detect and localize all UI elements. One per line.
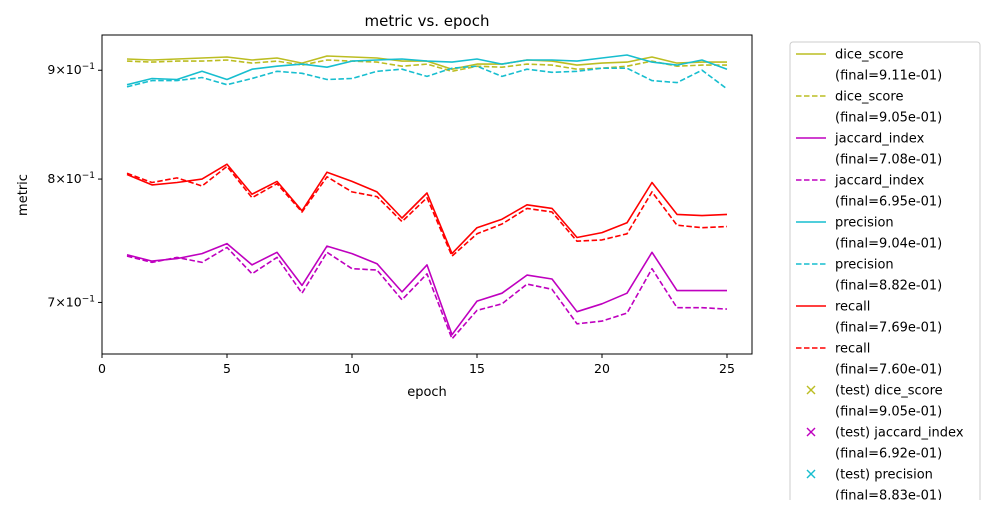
series-line-recall-dashed <box>126 165 728 257</box>
legend-item-test-dice-score-label: (test) dice_score <box>835 384 943 399</box>
legend-item-test-dice-score-final: (final=9.05e-01) <box>835 405 942 420</box>
legend-item-dice-score-final: (final=9.05e-01) <box>835 111 942 126</box>
legend: dice_score (final=9.11e-01) dice_score (fin… <box>789 41 981 505</box>
legend-item-test-precision-label: (test) precision <box>835 468 933 483</box>
x-axis-label: epoch <box>407 385 447 400</box>
plot-series-group <box>126 54 728 340</box>
legend-item-test-precision-final: (final=8.83e-01) <box>835 489 942 501</box>
legend-item-precision-label: precision <box>835 216 894 231</box>
plot-frame <box>101 34 753 355</box>
series-line-recall-solid <box>126 163 728 255</box>
legend-item-jaccard-index-label: jaccard_index <box>834 174 925 189</box>
x-tick-label: 20 <box>594 361 610 376</box>
y-tick-label: 7×10−1 <box>47 294 95 309</box>
series-line-precision-solid <box>126 54 728 86</box>
legend-item-precision-final: (final=9.04e-01) <box>835 237 942 252</box>
legend-item-jaccard-index-label: jaccard_index <box>834 132 925 147</box>
legend-x-marker <box>806 427 816 437</box>
legend-item-precision-label: precision <box>835 258 894 273</box>
legend-item-dice-score-label: dice_score <box>835 48 903 63</box>
legend-item-test-jaccard-index-final: (final=6.92e-01) <box>835 447 942 462</box>
legend-item-recall-label: recall <box>835 300 870 315</box>
legend-item-precision-final: (final=8.82e-01) <box>835 279 942 294</box>
x-tick-label: 0 <box>98 361 106 376</box>
x-tick-label: 25 <box>719 361 735 376</box>
y-axis-label: metric <box>16 174 31 216</box>
legend-item-dice-score-final: (final=9.11e-01) <box>835 69 942 84</box>
legend-item-jaccard-index-final: (final=6.95e-01) <box>835 195 942 210</box>
legend-item-jaccard-index-final: (final=7.08e-01) <box>835 153 942 168</box>
legend-item-recall-final: (final=7.69e-01) <box>835 321 942 336</box>
axes-group: 0 5 10 15 20 25 7×10−1 8×10−1 9×10−1 <box>47 34 753 376</box>
y-tick-label: 8×10−1 <box>47 171 95 186</box>
series-line-precision-dashed <box>126 65 728 90</box>
series-line-jaccard-index-solid <box>126 242 727 336</box>
legend-box <box>789 41 981 505</box>
y-tick-label: 9×10−1 <box>47 62 95 77</box>
legend-x-marker <box>806 385 816 395</box>
x-tick-label: 15 <box>469 361 485 376</box>
legend-item-recall-label: recall <box>835 342 870 357</box>
legend-item-test-jaccard-index-label: (test) jaccard_index <box>835 426 964 441</box>
legend-item-recall-final: (final=7.60e-01) <box>835 363 942 378</box>
legend-x-marker <box>806 469 816 479</box>
series-line-dice-score-dashed <box>126 59 727 73</box>
series-line-jaccard-index-dashed <box>126 246 728 340</box>
chart-title: metric vs. epoch <box>365 12 490 30</box>
x-tick-label: 10 <box>344 361 360 376</box>
legend-item-dice-score-label: dice_score <box>835 90 903 105</box>
x-tick-label: 5 <box>223 361 231 376</box>
